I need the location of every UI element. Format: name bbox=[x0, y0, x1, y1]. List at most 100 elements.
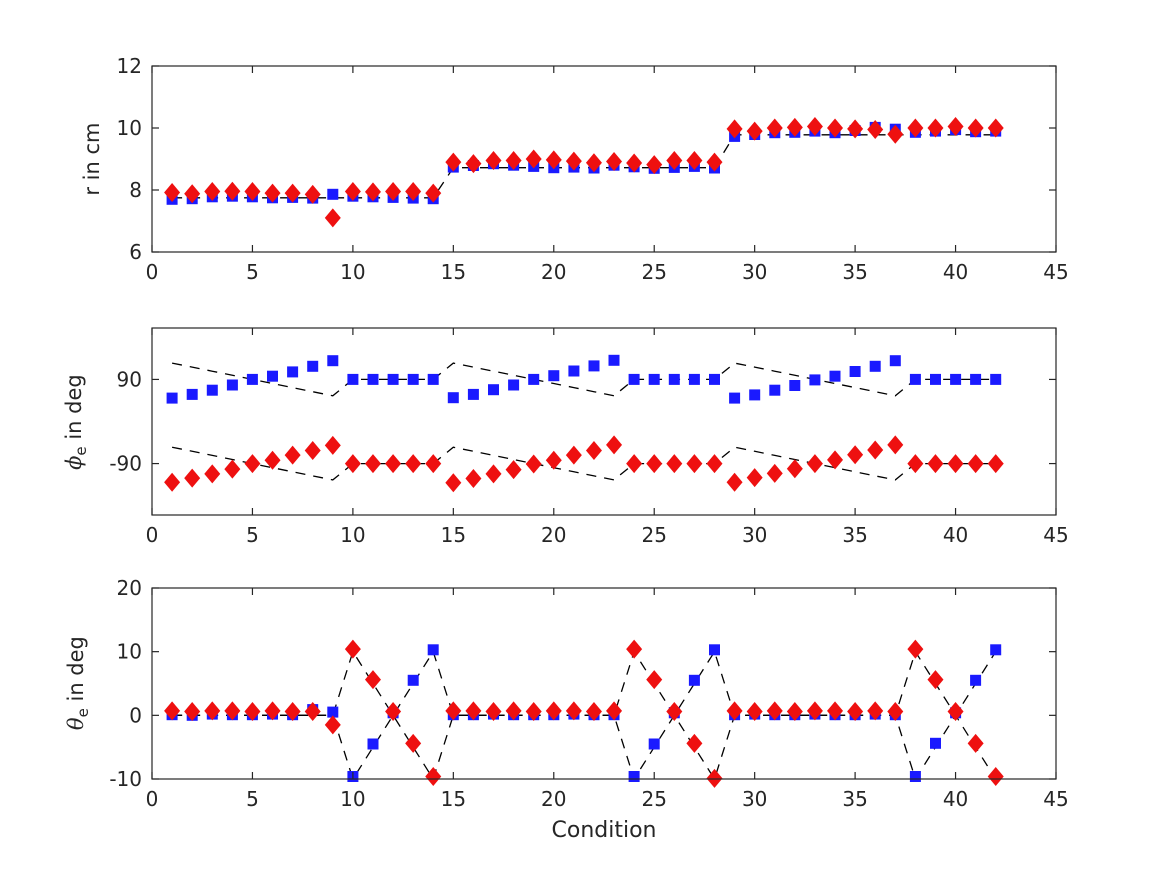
x-tick-label: 45 bbox=[1043, 523, 1068, 547]
subplot-3-red-diamond-marker bbox=[706, 768, 723, 788]
subplot-1-blue-square-marker bbox=[327, 188, 339, 200]
subplot-1-red-diamond-marker bbox=[806, 116, 823, 136]
x-tick-label: 35 bbox=[842, 260, 867, 284]
phi-symbol: ϕ bbox=[61, 455, 86, 470]
subplot-3-red-diamond-marker bbox=[867, 701, 884, 721]
subplot-1-red-diamond-marker bbox=[907, 118, 924, 138]
y-axis-label-phi: ϕe in deg bbox=[62, 302, 90, 542]
subplot-2-blue-square-marker bbox=[246, 373, 258, 385]
y-axis-label-theta: θe in deg bbox=[64, 563, 92, 803]
subplot-2-red-diamond-marker bbox=[244, 454, 261, 474]
subplot-2-red-diamond-marker bbox=[746, 468, 763, 488]
x-tick-label: 30 bbox=[742, 523, 767, 547]
subplot-1-red-diamond-marker bbox=[827, 118, 844, 138]
subplot-2-blue-square-marker bbox=[568, 365, 580, 377]
subplot-2-red-diamond-marker bbox=[666, 454, 683, 474]
subplot-3-blue-square-marker bbox=[990, 644, 1002, 656]
subplot-1-red-diamond-marker bbox=[746, 121, 763, 141]
subplot-2-red-diamond-marker bbox=[686, 454, 703, 474]
subplot-2-red-diamond-marker bbox=[786, 459, 803, 479]
subplot-2-blue-square-marker bbox=[970, 373, 982, 385]
subplot-2-blue-square-marker bbox=[889, 355, 901, 367]
subplot-2-red-diamond-marker bbox=[585, 440, 602, 460]
subplot-2-red-diamond-marker bbox=[364, 454, 381, 474]
subplot-1-red-diamond-marker bbox=[947, 116, 964, 136]
x-tick-label: 20 bbox=[541, 260, 566, 284]
subplot-1-red-diamond-marker bbox=[545, 150, 562, 170]
subplot-2-blue-square-marker bbox=[869, 360, 881, 372]
subplot-2-blue-square-marker bbox=[528, 373, 540, 385]
x-tick-label: 25 bbox=[641, 260, 666, 284]
subplot-1-red-diamond-marker bbox=[204, 182, 221, 202]
subplot-2-blue-square-marker bbox=[407, 373, 419, 385]
subplot-2-red-diamond-marker bbox=[706, 454, 723, 474]
subplot-3-blue-square-marker bbox=[709, 644, 720, 656]
subplot-2-blue-square-marker bbox=[849, 366, 861, 377]
subplot-1-red-diamond-marker bbox=[405, 182, 422, 202]
x-tick-label: 40 bbox=[943, 523, 968, 547]
subplot-1-red-diamond-marker bbox=[565, 151, 582, 171]
subplot-1-red-diamond-marker bbox=[164, 182, 181, 202]
theta-symbol: θ bbox=[63, 717, 88, 731]
x-tick-label: 10 bbox=[340, 523, 365, 547]
subplot-2-blue-square-marker bbox=[769, 384, 781, 396]
subplot-2-red-diamond-marker bbox=[545, 450, 562, 470]
subplot-2-blue-square-marker bbox=[488, 384, 499, 396]
subplot-2-blue-square-marker bbox=[588, 360, 600, 372]
subplot-2-red-diamond-marker bbox=[766, 463, 783, 483]
subplot-2-blue-square-marker bbox=[668, 373, 680, 385]
subplot-3-red-diamond-marker bbox=[545, 701, 562, 721]
subplot-2-red-diamond-marker bbox=[525, 454, 542, 474]
subplot-3-red-diamond-marker bbox=[485, 702, 502, 722]
y-axis-unit: in deg bbox=[61, 374, 86, 447]
subplot-2-red-diamond-marker bbox=[827, 450, 844, 470]
subplot-2-axes-box bbox=[151, 327, 1057, 516]
subplot-3-red-diamond-marker bbox=[304, 702, 321, 722]
subplot-1-red-diamond-marker bbox=[344, 182, 361, 202]
subplot-2-blue-square-marker bbox=[789, 380, 801, 391]
x-tick-label: 0 bbox=[146, 523, 159, 547]
subplot-1-red-diamond-marker bbox=[425, 183, 442, 203]
x-tick-label: 25 bbox=[641, 787, 666, 811]
subplot-3-red-diamond-marker bbox=[204, 701, 221, 721]
subplot-3-blue-square-marker bbox=[648, 738, 660, 750]
subplot-2-blue-square-marker bbox=[508, 379, 520, 391]
subplot-3-red-diamond-marker bbox=[726, 701, 743, 721]
subplot-3-red-diamond-marker bbox=[364, 670, 381, 690]
subplot-2-blue-square-marker bbox=[628, 373, 640, 385]
subplot-1-red-diamond-marker bbox=[324, 208, 341, 228]
subplot-1-red-diamond-marker bbox=[706, 152, 723, 172]
subplot-3-blue-square-marker bbox=[909, 771, 921, 782]
subplot-1-red-diamond-marker bbox=[847, 119, 864, 139]
subplot-2-blue-square-marker bbox=[367, 373, 379, 385]
subplot-2-red-diamond-marker bbox=[887, 435, 904, 455]
subplot-2-blue-square-marker bbox=[186, 388, 198, 400]
x-tick-label: 40 bbox=[943, 787, 968, 811]
subplot-2-blue-square-marker bbox=[909, 373, 921, 385]
subplot-3-red-diamond-marker bbox=[967, 733, 984, 753]
x-axis-label-condition: Condition bbox=[551, 818, 657, 843]
x-tick-label: 15 bbox=[441, 787, 466, 811]
subplot-2-red-diamond-marker bbox=[425, 454, 442, 474]
subplot-3-red-diamond-marker bbox=[445, 701, 462, 721]
y-axis-unit: in deg bbox=[63, 636, 88, 709]
subplot-1-red-diamond-marker bbox=[525, 149, 542, 169]
subplot-3-red-diamond-marker bbox=[786, 702, 803, 722]
subplot-2-blue-square-marker bbox=[930, 373, 941, 385]
subplot-2-blue-square-marker bbox=[287, 366, 299, 378]
subplot-2-red-diamond-marker bbox=[184, 468, 201, 488]
subplot-1-red-diamond-marker bbox=[284, 183, 301, 203]
x-tick-label: 30 bbox=[742, 260, 767, 284]
subplot-2-red-diamond-marker bbox=[947, 454, 964, 474]
subplot-2-red-diamond-marker bbox=[344, 454, 361, 474]
subplot-2-red-diamond-marker bbox=[284, 445, 301, 465]
subplot-2-blue-square-marker bbox=[749, 389, 761, 401]
subplot-3-red-diamond-marker bbox=[766, 701, 783, 721]
subplot-3-red-diamond-marker bbox=[224, 701, 241, 721]
subplot-3-blue-square-marker bbox=[930, 737, 941, 749]
subplot-2-blue-square-marker bbox=[226, 379, 238, 391]
subplot-3-blue-square-marker bbox=[407, 674, 419, 686]
subplot-2-blue-square-marker bbox=[829, 370, 841, 382]
subplot-3-red-diamond-marker bbox=[565, 701, 582, 721]
